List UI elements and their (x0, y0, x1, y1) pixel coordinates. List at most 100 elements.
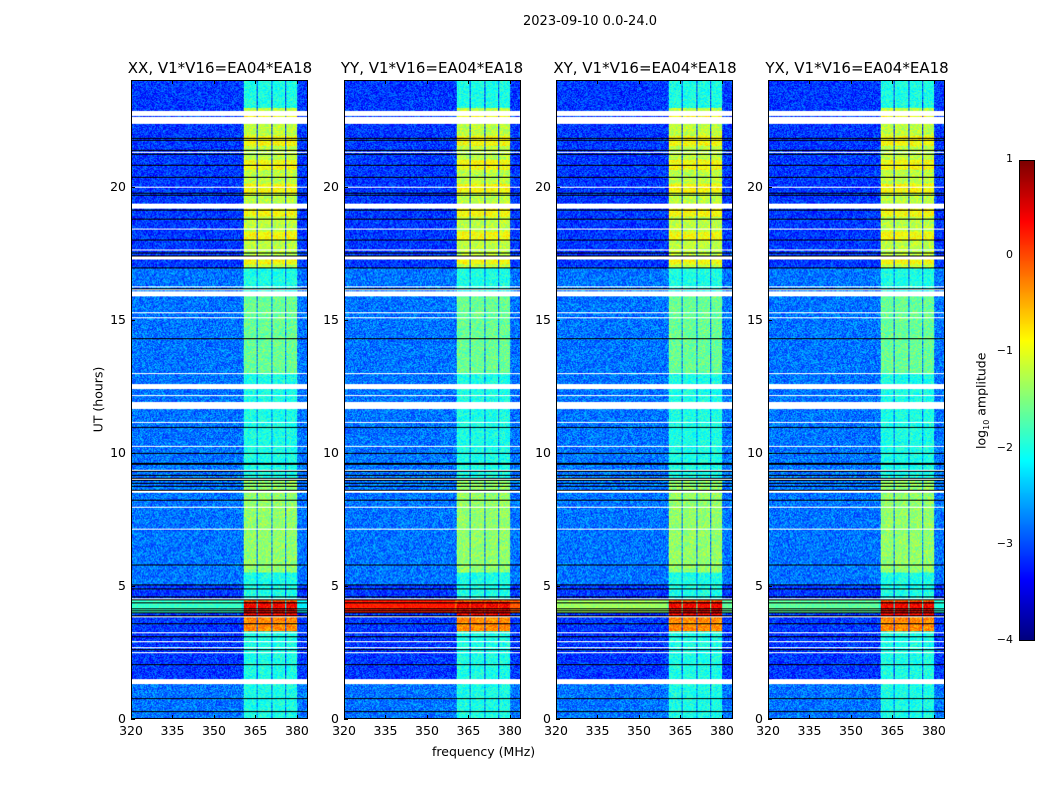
y-tick-mark (556, 585, 560, 587)
y-tick-mark (131, 452, 135, 454)
y-tick-label: 5 (755, 577, 763, 593)
colorbar (1019, 160, 1035, 641)
x-tick-mark (638, 715, 640, 719)
x-tick-label: 320 (119, 723, 143, 738)
heatmap-yy (344, 80, 521, 719)
x-tick-mark (556, 715, 557, 719)
x-tick-label: 320 (332, 723, 356, 738)
colorbar-label-rest: amplitude (973, 352, 989, 420)
colorbar-label: log10 amplitude (973, 349, 991, 453)
y-tick-mark (556, 719, 560, 720)
x-tick-mark (721, 80, 723, 84)
y-tick-label: 10 (323, 444, 339, 460)
x-tick-mark (468, 715, 470, 719)
y-tick-label: 10 (747, 444, 763, 460)
y-tick-mark (768, 452, 772, 454)
x-tick-label: 365 (880, 723, 905, 738)
x-tick-mark (296, 715, 298, 719)
y-tick-mark (344, 719, 348, 720)
colorbar-tick-label: −4 (996, 633, 1013, 646)
y-tick-label: 10 (535, 444, 551, 460)
x-tick-label: 380 (710, 723, 734, 738)
y-tick-label: 15 (323, 311, 339, 327)
x-tick-label: 335 (373, 723, 398, 738)
heatmap-xx (131, 80, 308, 719)
x-tick-mark (768, 80, 769, 84)
x-tick-mark (768, 715, 769, 719)
y-tick-mark (344, 452, 348, 454)
panel-title-xx: XX, V1*V16=EA04*EA18 (127, 59, 313, 77)
x-tick-mark (721, 715, 723, 719)
y-tick-mark (344, 319, 348, 321)
colorbar-tick-label: −1 (996, 344, 1013, 358)
y-tick-mark (344, 186, 348, 188)
figure-title: 2023-09-10 0.0-24.0 (523, 14, 657, 29)
x-tick-mark (809, 715, 811, 719)
x-tick-mark (509, 80, 511, 84)
heatmap-xy (556, 80, 733, 719)
x-tick-label: 335 (797, 723, 822, 738)
y-tick-label: 20 (535, 178, 551, 194)
x-tick-mark (892, 80, 894, 84)
x-tick-label: 350 (415, 723, 439, 738)
y-tick-mark (131, 585, 135, 587)
x-tick-mark (850, 80, 852, 84)
x-tick-mark (426, 715, 428, 719)
x-tick-label: 320 (544, 723, 568, 738)
x-tick-mark (255, 715, 257, 719)
x-tick-mark (296, 80, 298, 84)
x-tick-mark (638, 80, 640, 84)
x-tick-mark (556, 80, 557, 84)
x-tick-label: 350 (627, 723, 651, 738)
y-tick-label: 0 (543, 711, 551, 726)
x-tick-mark (385, 715, 387, 719)
x-tick-mark (680, 80, 682, 84)
x-tick-mark (597, 715, 599, 719)
y-tick-mark (556, 319, 560, 321)
x-tick-label: 365 (243, 723, 268, 738)
panel-title-yx: YX, V1*V16=EA04*EA18 (765, 59, 949, 77)
x-tick-label: 380 (922, 723, 946, 738)
y-tick-label: 20 (323, 178, 339, 194)
x-axis-label: frequency (MHz) (432, 744, 536, 759)
x-tick-mark (680, 715, 682, 719)
y-tick-mark (131, 719, 135, 720)
y-tick-mark (768, 719, 772, 720)
x-tick-label: 335 (160, 723, 185, 738)
x-tick-mark (468, 80, 470, 84)
colorbar-label-log: log (973, 429, 989, 449)
x-tick-mark (131, 715, 132, 719)
x-tick-label: 320 (756, 723, 780, 738)
colorbar-label-sub: 10 (981, 419, 991, 430)
y-tick-mark (768, 319, 772, 321)
x-tick-label: 350 (839, 723, 863, 738)
x-tick-label: 380 (285, 723, 309, 738)
y-tick-mark (556, 452, 560, 454)
y-tick-mark (768, 585, 772, 587)
colorbar-tick-label: −2 (996, 440, 1013, 454)
colorbar-tick-label: 0 (1006, 248, 1013, 262)
x-tick-label: 380 (498, 723, 522, 738)
y-tick-label: 0 (118, 711, 126, 726)
x-tick-mark (131, 80, 132, 84)
x-tick-mark (385, 80, 387, 84)
y-tick-label: 0 (331, 711, 339, 726)
y-tick-label: 20 (747, 178, 763, 194)
y-tick-label: 5 (543, 577, 551, 593)
x-tick-mark (597, 80, 599, 84)
y-tick-label: 15 (747, 311, 763, 327)
y-tick-label: 0 (755, 711, 763, 726)
x-tick-mark (933, 715, 935, 719)
y-tick-label: 5 (331, 577, 339, 593)
y-tick-label: 15 (535, 311, 551, 327)
y-tick-mark (131, 186, 135, 188)
y-tick-mark (131, 319, 135, 321)
y-tick-label: 5 (118, 577, 126, 593)
x-tick-mark (255, 80, 257, 84)
x-tick-mark (213, 80, 215, 84)
y-axis-label: UT (hours) (90, 366, 106, 433)
y-tick-mark (556, 186, 560, 188)
x-tick-mark (172, 715, 174, 719)
x-tick-mark (213, 715, 215, 719)
